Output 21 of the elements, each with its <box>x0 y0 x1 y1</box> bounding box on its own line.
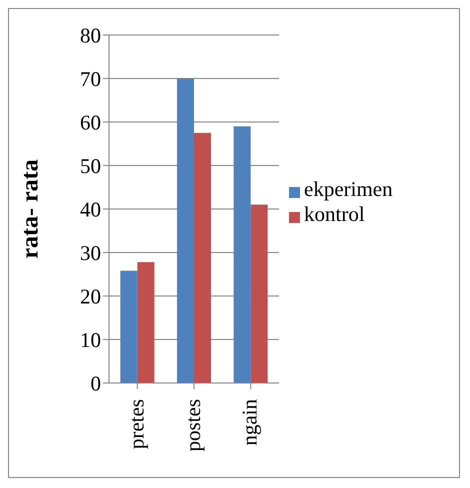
bar <box>250 204 268 383</box>
legend-label: kontrol <box>304 202 365 226</box>
y-tick-label: 50 <box>80 154 101 178</box>
y-tick-label: 0 <box>90 371 101 396</box>
y-tick-label: 10 <box>80 328 101 352</box>
y-tick-label: 70 <box>80 66 101 91</box>
x-tick-label: pretes <box>124 399 148 450</box>
bar <box>234 126 251 383</box>
y-tick-label: 20 <box>80 284 101 308</box>
y-tick-label: 80 <box>80 23 101 48</box>
bar <box>194 132 211 383</box>
x-tick-label: postes <box>181 399 205 452</box>
x-tick-label: ngain <box>238 398 262 446</box>
legend-label: ekperimen <box>304 177 393 201</box>
bar <box>120 270 138 383</box>
y-tick-label: 40 <box>80 197 101 222</box>
bar <box>177 78 194 383</box>
y-tick-label: 60 <box>80 110 101 134</box>
y-tick-label: 30 <box>80 240 101 265</box>
bar <box>137 262 154 383</box>
y-axis-title: rata- rata <box>18 159 44 259</box>
